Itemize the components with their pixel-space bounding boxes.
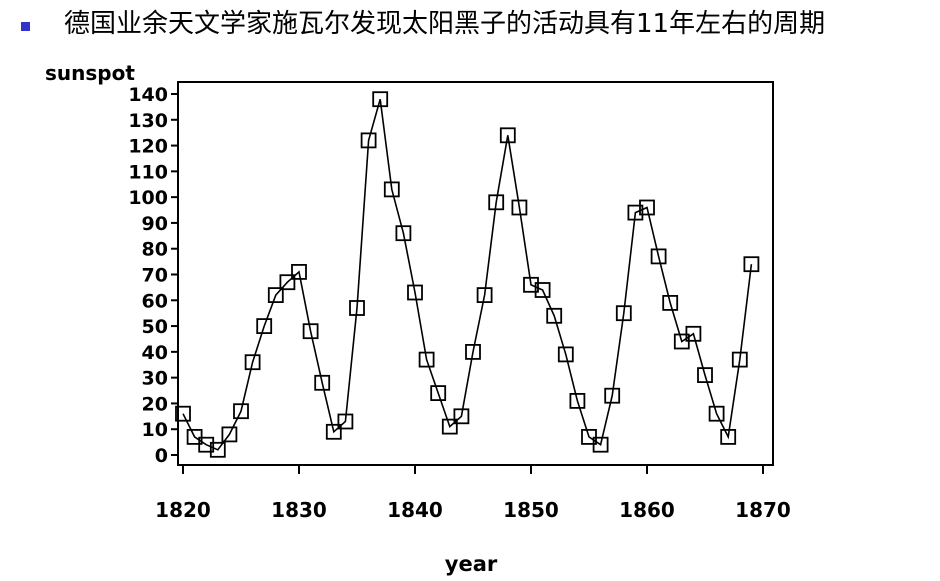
slide-bullet-line: 德国业余天文学家施瓦尔发现太阳黑子的活动具有11年左右的周期 (0, 0, 940, 48)
data-point-marker (407, 284, 423, 301)
y-tick-label: 10 (142, 419, 168, 441)
slide-bullet-text: 德国业余天文学家施瓦尔发现太阳黑子的活动具有11年左右的周期 (64, 9, 826, 39)
data-point-marker (233, 403, 249, 420)
y-tick-label: 130 (128, 110, 168, 132)
data-point-marker (349, 300, 365, 316)
y-tick-label: 30 (142, 368, 168, 390)
data-point-marker (465, 343, 481, 360)
data-point-marker (534, 282, 551, 298)
y-tick-label: 40 (142, 342, 168, 364)
data-point-marker (731, 351, 748, 368)
data-point-marker (175, 405, 191, 422)
data-point-marker (360, 132, 377, 149)
data-point-marker (697, 367, 713, 384)
plot-frame (177, 81, 774, 466)
data-point-marker (650, 248, 667, 265)
data-point-marker (209, 441, 226, 458)
data-point-marker (383, 181, 400, 198)
data-point-marker (708, 405, 725, 422)
data-point-marker (627, 204, 644, 221)
data-point-marker (198, 436, 215, 453)
data-point-marker (662, 294, 679, 311)
data-point-marker (569, 392, 586, 409)
marker-layer (175, 91, 760, 458)
data-point-marker (743, 256, 760, 273)
data-point-marker (244, 354, 261, 371)
y-tick-label: 0 (155, 445, 168, 467)
data-point-marker (615, 305, 632, 322)
data-point-marker (325, 423, 342, 440)
data-point-marker (279, 274, 296, 291)
data-point-marker (476, 287, 493, 304)
series-line-layer (182, 98, 753, 451)
data-point-marker (523, 276, 539, 293)
x-tick-label: 1860 (619, 498, 675, 522)
data-point-marker (720, 428, 737, 445)
data-point-marker (488, 194, 505, 211)
data-point-marker (453, 408, 470, 425)
data-point-marker (499, 127, 516, 144)
axes-layer (171, 81, 774, 474)
data-point-marker (592, 436, 609, 453)
data-point-marker (557, 346, 574, 363)
data-point-marker (418, 351, 435, 368)
x-tick-label: 1870 (735, 498, 791, 522)
square-bullet-icon (21, 22, 30, 31)
series-line-sunspot (182, 98, 753, 451)
data-point-marker (267, 287, 284, 304)
data-point-marker (511, 199, 528, 216)
data-point-marker (256, 318, 273, 335)
data-point-marker (337, 413, 354, 430)
data-point-marker (372, 91, 389, 108)
data-point-marker (430, 385, 447, 402)
y-tick-label: 20 (142, 393, 168, 415)
x-tick-label: 1820 (155, 498, 211, 522)
x-axis-title: year (445, 552, 498, 576)
y-axis-title: sunspot (45, 61, 135, 85)
data-point-marker (302, 323, 319, 340)
y-tick-label: 70 (142, 265, 168, 287)
x-tick-label: 1840 (387, 498, 443, 522)
x-tick-label: 1850 (503, 498, 559, 522)
y-tick-label: 140 (128, 84, 168, 106)
data-point-marker (441, 418, 458, 435)
y-tick-label: 110 (128, 161, 168, 183)
label-layer: 0 10 20 30 40 50 60 70 80 90 100 110 120 130 140 1820 18… (45, 61, 791, 576)
y-tick-label: 120 (128, 136, 168, 158)
y-tick-label: 60 (142, 290, 168, 312)
data-point-marker (291, 263, 307, 280)
data-point-marker (639, 199, 655, 216)
y-tick-label: 50 (142, 316, 168, 338)
data-point-marker (314, 374, 331, 391)
x-tick-label: 1830 (271, 498, 327, 522)
data-point-marker (395, 225, 412, 242)
data-point-marker (221, 426, 238, 443)
y-tick-label: 80 (142, 239, 168, 261)
y-tick-label: 90 (142, 213, 168, 235)
data-point-marker (604, 387, 621, 404)
data-point-marker (685, 325, 702, 342)
y-tick-label: 100 (128, 187, 168, 209)
data-point-marker (546, 307, 563, 324)
